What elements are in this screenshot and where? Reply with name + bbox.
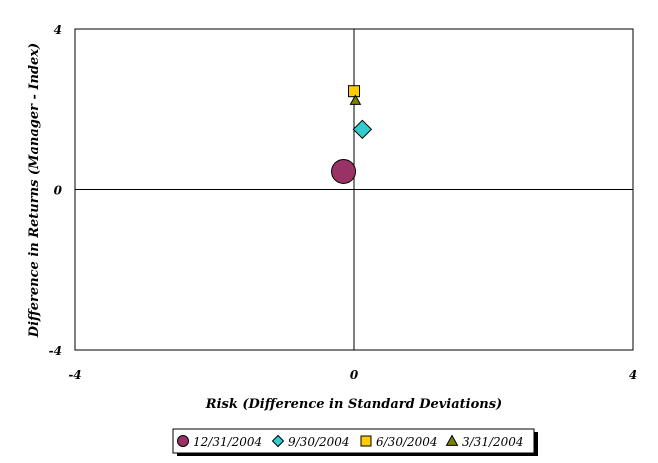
legend-marker-circle xyxy=(177,435,189,447)
x-tick-label: -4 xyxy=(68,368,81,382)
y-tick-label: 0 xyxy=(54,184,63,198)
x-tick-label: 4 xyxy=(629,368,637,382)
legend-marker-square xyxy=(360,435,372,447)
y-tick-label: 4 xyxy=(54,23,62,37)
x-axis-title: Risk (Difference in Standard Deviations) xyxy=(205,397,502,412)
data-point-diamond xyxy=(352,119,373,140)
y-axis-ticks: -4 0 4 xyxy=(49,23,63,358)
legend-label: 3/31/2004 xyxy=(462,435,524,449)
legend-marker-diamond xyxy=(271,434,285,448)
y-axis-title: Difference in Returns (Manager - Index) xyxy=(27,43,42,338)
legend-items: 12/31/2004 9/30/2004 6/30/2004 3/31/2004 xyxy=(177,434,524,449)
legend-box xyxy=(172,428,535,454)
legend: 12/31/2004 9/30/2004 6/30/2004 3/31/2004 xyxy=(172,428,538,456)
x-axis-ticks: -4 0 4 xyxy=(68,368,637,382)
data-point-triangle xyxy=(349,94,362,105)
legend-label: 6/30/2004 xyxy=(376,435,438,449)
data-point-circle xyxy=(331,158,357,184)
data-points xyxy=(331,85,373,184)
y-tick-label: -4 xyxy=(49,344,62,358)
legend-label: 12/31/2004 xyxy=(193,435,262,449)
legend-marker-triangle xyxy=(445,434,459,446)
legend-label: 9/30/2004 xyxy=(288,435,350,449)
data-point-square xyxy=(348,85,360,98)
x-tick-label: 0 xyxy=(350,368,359,382)
